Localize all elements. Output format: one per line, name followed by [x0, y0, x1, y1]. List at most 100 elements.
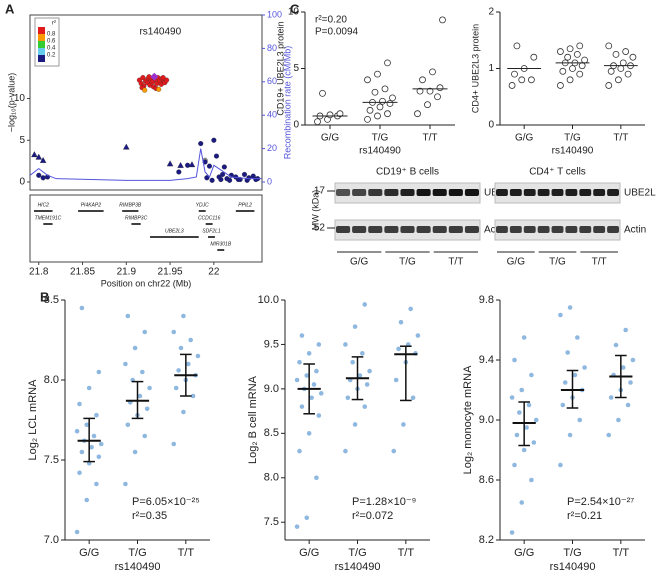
blot-band — [496, 226, 508, 233]
data-point — [123, 361, 128, 367]
data-point — [294, 377, 300, 383]
plot-frame — [29, 14, 263, 191]
data-point — [376, 103, 384, 111]
y-axis-label: −log₁₀(p-value) — [6, 73, 16, 133]
x-tick-label: T/G — [563, 547, 581, 559]
data-point — [350, 359, 355, 365]
data-point — [619, 59, 627, 67]
y-tick-label: 7.5 — [264, 516, 279, 528]
data-point — [513, 42, 521, 50]
y-tick-label: 0 — [293, 120, 299, 131]
data-point — [77, 401, 82, 407]
data-point — [576, 70, 584, 78]
gene-label: PI4KAP2 — [81, 202, 102, 208]
data-point — [386, 100, 394, 107]
blot-band — [607, 226, 619, 233]
data-point — [188, 337, 193, 343]
data-point — [424, 101, 431, 109]
snp-point — [39, 156, 47, 163]
y-tick-label: 5 — [19, 135, 25, 146]
annotation: P=0.0094 — [315, 27, 359, 38]
y2-tick-label: 20 — [267, 143, 277, 153]
gene-label: UBE2L3 — [165, 228, 184, 234]
data-point — [79, 305, 85, 311]
data-point — [94, 412, 99, 418]
data-point — [528, 76, 535, 84]
snp-point — [142, 87, 148, 93]
panel-label: C — [290, 1, 300, 16]
data-point — [137, 393, 143, 399]
data-point — [398, 319, 404, 325]
data-point — [419, 76, 426, 84]
data-point — [195, 353, 201, 359]
blot-band — [537, 189, 550, 196]
data-point — [562, 380, 568, 385]
annotation: P=1.28×10⁻⁹ — [352, 496, 416, 508]
data-point — [393, 377, 399, 383]
data-point — [371, 88, 379, 96]
data-point — [512, 462, 517, 468]
data-point — [336, 110, 344, 118]
legend-swatch — [38, 27, 45, 34]
annotation: r²=0.20 — [315, 15, 347, 26]
snp-point — [198, 141, 204, 147]
x-axis-label: rs140490 — [115, 561, 161, 573]
data-point — [519, 387, 525, 393]
gene-track — [29, 194, 263, 263]
data-point — [311, 382, 317, 387]
y-tick-label: 8.0 — [44, 374, 59, 386]
y-tick-label: 10.0 — [258, 294, 279, 306]
y-tick-label: 2 — [488, 7, 494, 18]
data-point — [606, 432, 612, 438]
data-point — [566, 76, 574, 84]
data-point — [384, 59, 391, 67]
blot-band — [593, 189, 606, 196]
x-axis-label: rs140490 — [359, 146, 401, 157]
data-point — [343, 448, 348, 454]
blot-band — [448, 226, 463, 233]
snp-point — [244, 177, 250, 183]
y2-tick-label: 100 — [267, 9, 282, 19]
snp-point — [160, 75, 166, 81]
data-point — [316, 342, 322, 347]
annotation: r²=0.35 — [132, 510, 167, 522]
y-axis-label: Log₂ monocyte mRNA — [462, 365, 474, 474]
y-tick-label: 8.5 — [264, 427, 279, 439]
data-point — [86, 385, 92, 391]
x-tick-label: 22 — [208, 267, 220, 278]
blot-band — [352, 226, 367, 233]
x-tick-label: T/T — [613, 547, 630, 559]
data-point — [140, 369, 145, 375]
x-tick-label: T/T — [178, 547, 195, 559]
blot-band — [336, 189, 351, 196]
annotation: r²=0.21 — [567, 510, 602, 522]
blot-band — [496, 189, 508, 196]
y-tick-label: 0 — [488, 120, 494, 131]
y-tick-label: 8.6 — [479, 474, 494, 486]
blot-band — [384, 226, 399, 233]
y-tick-label: 5 — [293, 63, 299, 74]
data-point — [521, 447, 527, 453]
x-tick-label: G/G — [321, 133, 340, 144]
annotation: P=6.05×10⁻²⁵ — [132, 496, 200, 508]
legend-swatch — [38, 48, 45, 55]
data-point — [408, 306, 413, 312]
data-point — [575, 335, 580, 340]
data-point — [374, 112, 381, 120]
group-label: G/G — [507, 257, 526, 268]
blot-band — [448, 189, 463, 196]
data-point — [190, 393, 196, 399]
snp-point — [140, 75, 146, 81]
blot-title: CD4⁺ T cells — [529, 167, 586, 178]
data-point — [416, 87, 424, 95]
band-label: UBE2L3 — [624, 188, 656, 199]
data-point — [374, 70, 381, 78]
data-point — [304, 515, 310, 521]
group-label: G/G — [350, 257, 369, 268]
data-point — [362, 302, 368, 307]
data-point — [567, 432, 573, 438]
y-tick-label: 9.4 — [479, 354, 494, 366]
snp-point — [241, 171, 248, 178]
data-point — [533, 417, 539, 423]
snp-point — [156, 86, 162, 92]
